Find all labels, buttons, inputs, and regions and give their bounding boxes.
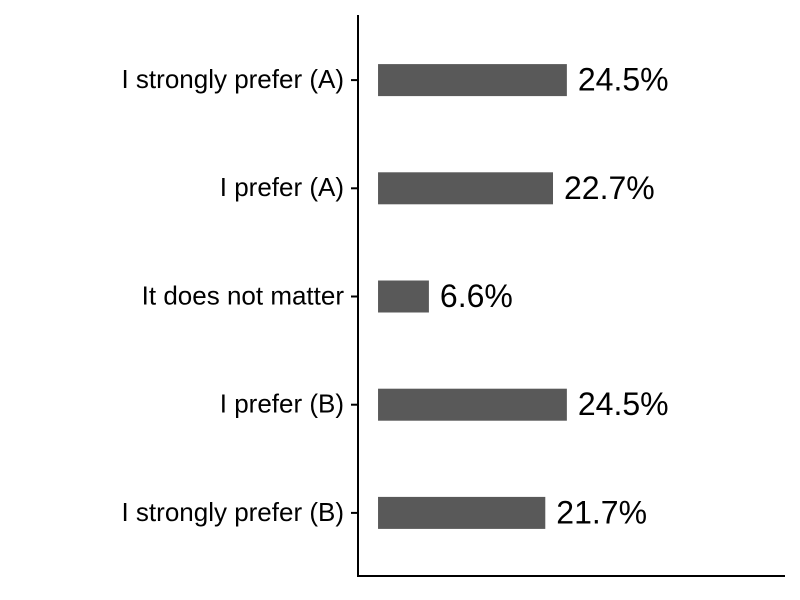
y-tick-label: I strongly prefer (B) (121, 497, 344, 527)
data-label: 21.7% (556, 494, 647, 530)
y-tick-label: I prefer (B) (220, 389, 344, 419)
bar (378, 388, 567, 421)
y-tick-label: I prefer (A) (220, 172, 344, 202)
data-label: 22.7% (564, 170, 655, 206)
bar (378, 280, 429, 313)
bar (378, 64, 567, 97)
y-tick-label: It does not matter (142, 280, 345, 310)
y-tick-label: I strongly prefer (A) (121, 64, 344, 94)
data-label: 24.5% (578, 62, 669, 98)
data-label: 24.5% (578, 386, 669, 422)
data-label: 6.6% (440, 278, 513, 314)
bar (378, 496, 546, 529)
bar (378, 172, 554, 205)
